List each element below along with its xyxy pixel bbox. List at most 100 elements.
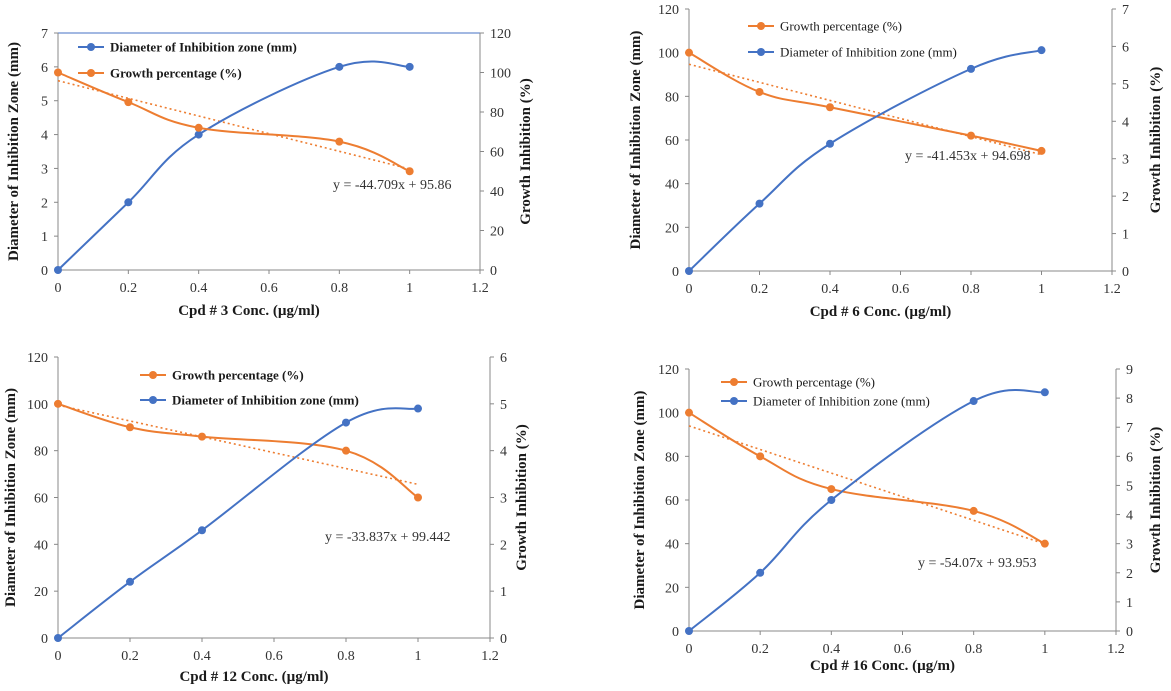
data-point: [54, 634, 62, 642]
chart-4: 0 0.2 0.4 0.6 0.8 1 1.202040608010012001234567…: [632, 363, 1164, 674]
data-point: [342, 418, 350, 427]
trendline-equation: y = -41.453x + 94.698: [905, 149, 1030, 164]
x-tick-label: 0.4: [190, 281, 208, 296]
data-point: [1040, 539, 1049, 548]
data-point: [685, 627, 693, 635]
data-point: [126, 577, 134, 586]
trendline-equation: y = -54.07x + 93.953: [918, 556, 1036, 571]
legend-item: Diameter of Inhibition zone (mm): [78, 40, 297, 55]
data-point: [124, 198, 133, 207]
trendline: [688, 63, 1042, 156]
data-point: [194, 130, 203, 139]
y-axis-left-title: Diameter of Inhibition Zone (mm): [6, 42, 22, 261]
y-axis-left-title: Diameter of Inhibition Zone (mm): [3, 388, 19, 607]
data-point: [194, 123, 203, 132]
legend-label: Diameter of Inhibition zone (mm): [110, 40, 297, 55]
x-tick-label: 1: [415, 649, 422, 664]
chart-2: 0 0.2 0.4 0.6 0.8 1 1.202040608010012001234567…: [628, 3, 1164, 320]
data-point: [1037, 146, 1046, 155]
x-tick-label: 0.8: [965, 642, 983, 657]
y-left-tick-label: 60: [665, 494, 679, 509]
y-left-tick-label: 0: [672, 625, 679, 640]
data-point: [335, 62, 344, 71]
y-left-tick-label: 40: [34, 538, 48, 553]
y-right-tick-label: 3: [1126, 538, 1133, 553]
data-point: [685, 267, 693, 275]
y-left-tick-label: 1: [41, 230, 48, 245]
legend-label: Growth percentage (%): [172, 368, 304, 383]
y-left-tick-label: 60: [665, 134, 679, 149]
y-right-tick-label: 4: [500, 445, 507, 460]
x-tick-label: 0.2: [751, 642, 769, 657]
y-axis-right-title: Growth Inhibition (%): [1148, 427, 1164, 573]
x-tick-label: 0.8: [337, 649, 355, 664]
y-left-tick-label: 40: [665, 538, 679, 553]
y-right-tick-label: 7: [1122, 3, 1129, 18]
legend-swatch-marker: [757, 48, 765, 56]
y-right-tick-label: 40: [490, 185, 504, 200]
legend-swatch-marker: [730, 397, 738, 405]
legend-item: Growth percentage (%): [721, 375, 875, 390]
x-tick-label: 0.4: [821, 282, 839, 297]
legend-item: Growth percentage (%): [748, 19, 902, 34]
y-left-tick-label: 100: [27, 398, 48, 413]
data-point: [54, 68, 62, 77]
y-right-tick-label: 2: [1126, 567, 1133, 582]
y-right-tick-label: 0: [1126, 625, 1133, 640]
y-right-tick-label: 5: [1126, 479, 1133, 494]
x-tick-label: 1: [1041, 642, 1048, 657]
chart-1: 0 0.2 0.4 0.6 0.8 1 1.201234567020406080100120…: [6, 27, 534, 319]
series-line-1: [57, 60, 410, 271]
x-tick-label: 1: [1038, 282, 1045, 297]
y-right-tick-label: 6: [1126, 450, 1133, 465]
x-tick-label: 0.4: [193, 649, 211, 664]
x-tick-label: 0.6: [265, 649, 283, 664]
data-point: [405, 167, 414, 176]
data-point: [756, 568, 765, 577]
data-point: [827, 496, 836, 504]
y-right-tick-label: 6: [1122, 40, 1129, 55]
legend-swatch-marker: [757, 22, 765, 30]
x-tick-label: 0: [55, 281, 62, 296]
y-right-tick-label: 80: [490, 106, 504, 121]
data-point: [967, 131, 975, 140]
series-line-1: [688, 51, 1042, 152]
legend-item: Diameter of Inhibition zone (mm): [721, 394, 930, 409]
x-tick-label: 1.2: [1103, 282, 1121, 297]
y-right-tick-label: 6: [500, 351, 507, 366]
data-point: [198, 432, 206, 441]
y-right-tick-label: 5: [500, 398, 507, 413]
legend-item: Growth percentage (%): [78, 66, 242, 81]
y-axis-right-title: Growth Inhibition (%): [514, 424, 530, 570]
series-line-1: [57, 402, 419, 499]
y-right-tick-label: 0: [500, 632, 507, 647]
data-point: [827, 485, 836, 494]
y-right-tick-label: 3: [500, 492, 507, 507]
x-tick-label: 0.2: [751, 282, 769, 297]
y-left-tick-label: 6: [41, 61, 48, 76]
y-right-tick-label: 20: [490, 225, 504, 240]
trendline: [57, 404, 419, 486]
y-right-tick-label: 60: [490, 146, 504, 161]
x-tick-label: 0.6: [894, 642, 912, 657]
y-right-tick-label: 5: [1122, 78, 1129, 93]
data-point: [969, 397, 978, 406]
y-left-tick-label: 20: [665, 221, 679, 236]
y-axis-left-title: Diameter of Inhibition Zone (mm): [628, 31, 644, 250]
trendline-equation: y = -33.837x + 99.442: [325, 530, 450, 545]
y-right-tick-label: 0: [1122, 265, 1129, 280]
x-tick-label: 1.2: [1107, 642, 1125, 657]
data-point: [54, 399, 62, 408]
y-left-tick-label: 20: [34, 585, 48, 600]
y-left-tick-label: 5: [41, 95, 48, 110]
legend-swatch-marker: [149, 371, 157, 379]
y-left-tick-label: 4: [41, 129, 48, 144]
y-right-tick-label: 1: [1126, 596, 1133, 611]
y-right-tick-label: 2: [500, 538, 507, 553]
data-point: [414, 404, 422, 413]
y-right-tick-label: 0: [490, 264, 497, 279]
series-line-1: [688, 411, 1046, 545]
y-left-tick-label: 60: [34, 492, 48, 507]
x-tick-label: 0: [686, 642, 693, 657]
data-point: [826, 103, 834, 112]
